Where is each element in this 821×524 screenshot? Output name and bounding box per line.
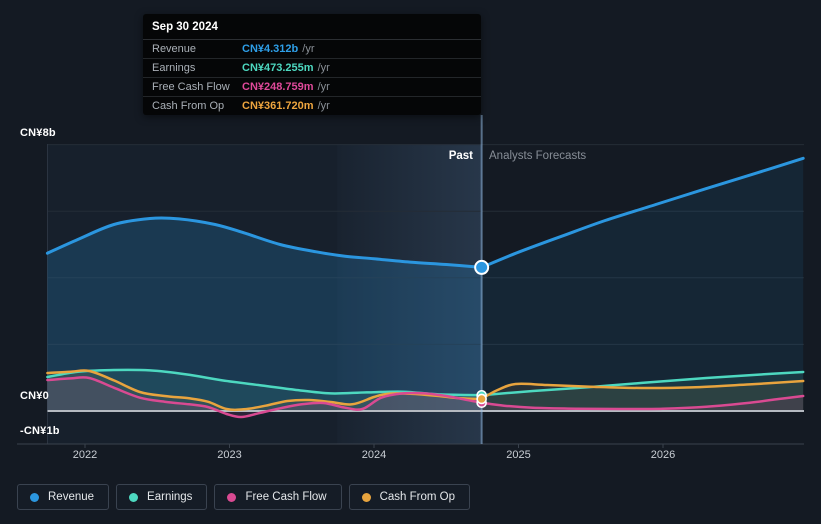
- tooltip-unit: /yr: [317, 62, 330, 74]
- free-cash-flow-series-dot-icon: [227, 492, 237, 502]
- x-tick-2023: 2023: [217, 449, 242, 461]
- past-region-label: Past: [448, 150, 473, 162]
- legend-label: Earnings: [147, 491, 193, 503]
- legend-label: Free Cash Flow: [245, 491, 327, 503]
- chart-tooltip: Sep 30 2024 Revenue CN¥4.312b /yr Earnin…: [143, 14, 481, 115]
- tooltip-label: Cash From Op: [152, 100, 225, 112]
- legend-label: Cash From Op: [379, 491, 456, 503]
- tooltip-row-cash-from-op: Cash From Op CN¥361.720m /yr: [143, 97, 481, 115]
- legend-label: Revenue: [48, 491, 95, 503]
- y-axis-label-8b: CN¥8b: [20, 127, 56, 139]
- y-axis-label-0: CN¥0: [20, 390, 49, 402]
- tooltip-row-earnings: Earnings CN¥473.255m /yr: [143, 59, 481, 78]
- x-tick-2024: 2024: [361, 449, 387, 461]
- tooltip-label: Revenue: [152, 43, 197, 55]
- tooltip-label: Earnings: [152, 62, 196, 74]
- x-tick-2026: 2026: [650, 449, 676, 461]
- x-tick-2025: 2025: [506, 449, 531, 461]
- tooltip-unit: /yr: [317, 100, 330, 112]
- forecast-region-label: Analysts Forecasts: [489, 150, 587, 162]
- y-axis-label-neg1b: -CN¥1b: [20, 425, 60, 437]
- cash-from-op-series-dot-icon: [361, 492, 371, 502]
- legend-item-revenue[interactable]: Revenue: [17, 484, 110, 510]
- tooltip-date: Sep 30 2024: [143, 14, 481, 40]
- tooltip-unit: /yr: [302, 43, 315, 55]
- tooltip-row-revenue: Revenue CN¥4.312b /yr: [143, 40, 481, 59]
- tooltip-value: CN¥473.255m: [242, 62, 314, 74]
- legend-item-cash-from-op[interactable]: Cash From Op: [348, 484, 471, 510]
- tooltip-value: CN¥4.312b: [242, 43, 299, 55]
- tooltip-value: CN¥361.720m: [242, 100, 314, 112]
- tooltip-row-free-cash-flow: Free Cash Flow CN¥248.759m /yr: [143, 78, 481, 97]
- earnings-series-dot-icon: [129, 492, 139, 502]
- legend-item-free-cash-flow[interactable]: Free Cash Flow: [214, 484, 342, 510]
- tooltip-label: Free Cash Flow: [152, 81, 230, 93]
- revenue-series-dot-icon: [30, 492, 39, 502]
- tooltip-unit: /yr: [317, 81, 330, 93]
- x-tick-2022: 2022: [72, 449, 98, 461]
- tooltip-value: CN¥248.759m: [242, 81, 314, 93]
- legend-item-earnings[interactable]: Earnings: [116, 484, 208, 510]
- chart-legend: Revenue Earnings Free Cash Flow Cash Fro…: [17, 484, 471, 510]
